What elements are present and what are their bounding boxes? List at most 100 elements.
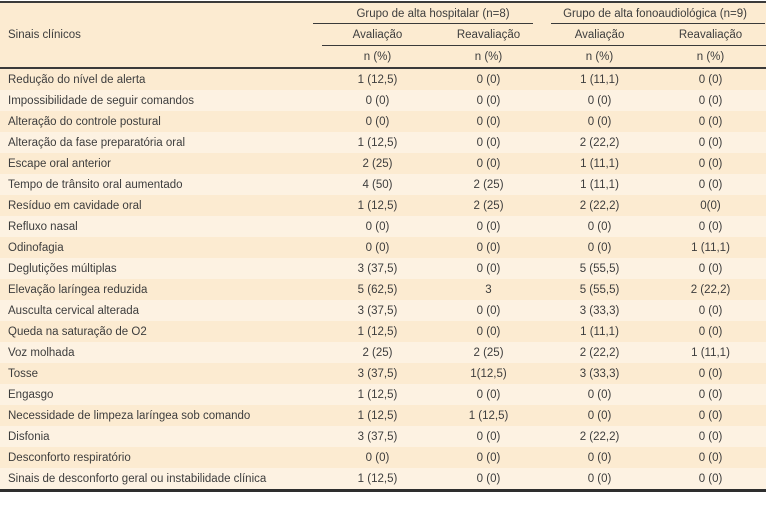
table-row: Queda na saturação de O2 1 (12,5) 0 (0) … — [0, 321, 766, 342]
table-row: Resíduo em cavidade oral 1 (12,5) 2 (25)… — [0, 195, 766, 216]
clinical-sign-label: Disfonia — [0, 426, 322, 447]
value-avaliacao-hospitalar: 1 (12,5) — [322, 132, 433, 153]
value-reavaliacao-fono: 0 (0) — [655, 111, 766, 132]
value-avaliacao-fono: 5 (55,5) — [544, 279, 656, 300]
unit-row: n (%) n (%) n (%) n (%) — [0, 45, 766, 69]
unit-label: n (%) — [322, 45, 433, 69]
table-row: Ausculta cervical alterada 3 (37,5) 0 (0… — [0, 300, 766, 321]
clinical-sign-label: Odinofagia — [0, 237, 322, 258]
value-reavaliacao-hospitalar: 0 (0) — [433, 447, 545, 468]
clinical-sign-label: Ausculta cervical alterada — [0, 300, 322, 321]
value-avaliacao-fono: 2 (22,2) — [544, 426, 656, 447]
value-avaliacao-fono: 1 (11,1) — [544, 321, 656, 342]
table-row: Tosse 3 (37,5) 1(12,5) 3 (33,3) 0 (0) — [0, 363, 766, 384]
value-avaliacao-fono: 0 (0) — [544, 405, 656, 426]
value-reavaliacao-hospitalar: 0 (0) — [433, 468, 545, 492]
value-reavaliacao-hospitalar: 3 — [433, 279, 545, 300]
value-avaliacao-fono: 0 (0) — [544, 237, 656, 258]
value-avaliacao-hospitalar: 3 (37,5) — [322, 363, 433, 384]
table-row: Disfonia 3 (37,5) 0 (0) 2 (22,2) 0 (0) — [0, 426, 766, 447]
clinical-sign-label: Deglutições múltiplas — [0, 258, 322, 279]
table-row: Impossibilidade de seguir comandos 0 (0)… — [0, 90, 766, 111]
value-reavaliacao-hospitalar: 0 (0) — [433, 90, 545, 111]
value-reavaliacao-hospitalar: 0 (0) — [433, 153, 545, 174]
value-avaliacao-hospitalar: 3 (37,5) — [322, 258, 433, 279]
value-reavaliacao-fono: 0 (0) — [655, 426, 766, 447]
value-avaliacao-hospitalar: 1 (12,5) — [322, 195, 433, 216]
unit-label: n (%) — [544, 45, 656, 69]
value-reavaliacao-fono: 0 (0) — [655, 174, 766, 195]
value-reavaliacao-fono: 0 (0) — [655, 321, 766, 342]
value-reavaliacao-hospitalar: 0 (0) — [433, 300, 545, 321]
value-avaliacao-hospitalar: 2 (25) — [322, 342, 433, 363]
value-avaliacao-hospitalar: 0 (0) — [322, 111, 433, 132]
value-avaliacao-fono: 0 (0) — [544, 447, 656, 468]
subheader-avaliacao-fono: Avaliação — [544, 24, 656, 46]
value-avaliacao-fono: 0 (0) — [544, 384, 656, 405]
value-avaliacao-fono: 1 (11,1) — [544, 153, 656, 174]
value-avaliacao-fono: 1 (11,1) — [544, 174, 656, 195]
table-row: Deglutições múltiplas 3 (37,5) 0 (0) 5 (… — [0, 258, 766, 279]
value-reavaliacao-hospitalar: 0 (0) — [433, 111, 545, 132]
value-reavaliacao-hospitalar: 0 (0) — [433, 216, 545, 237]
clinical-sign-label: Redução do nível de alerta — [0, 68, 322, 90]
subheader-row: Avaliação Reavaliação Avaliação Reavalia… — [0, 24, 766, 46]
value-avaliacao-fono: 2 (22,2) — [544, 132, 656, 153]
value-reavaliacao-fono: 0 (0) — [655, 258, 766, 279]
value-avaliacao-fono: 3 (33,3) — [544, 363, 656, 384]
value-reavaliacao-fono: 0(0) — [655, 195, 766, 216]
clinical-sign-label: Queda na saturação de O2 — [0, 321, 322, 342]
value-avaliacao-fono: 0 (0) — [544, 216, 656, 237]
value-reavaliacao-hospitalar: 0 (0) — [433, 258, 545, 279]
value-avaliacao-hospitalar: 0 (0) — [322, 90, 433, 111]
clinical-sign-label: Engasgo — [0, 384, 322, 405]
unit-label: n (%) — [433, 45, 545, 69]
value-reavaliacao-fono: 0 (0) — [655, 468, 766, 492]
value-reavaliacao-fono: 1 (11,1) — [655, 237, 766, 258]
value-reavaliacao-fono: 0 (0) — [655, 363, 766, 384]
value-reavaliacao-hospitalar: 1 (12,5) — [433, 405, 545, 426]
group-header-hospitalar: Grupo de alta hospitalar (n=8) — [312, 1, 545, 25]
value-reavaliacao-fono: 0 (0) — [655, 384, 766, 405]
value-avaliacao-hospitalar: 4 (50) — [322, 174, 433, 195]
value-avaliacao-fono: 0 (0) — [544, 90, 656, 111]
clinical-sign-label: Alteração da fase preparatória oral — [0, 132, 322, 153]
clinical-sign-label: Alteração do controle postural — [0, 111, 322, 132]
table-row: Alteração da fase preparatória oral 1 (1… — [0, 132, 766, 153]
value-reavaliacao-hospitalar: 2 (25) — [433, 174, 545, 195]
value-reavaliacao-fono: 0 (0) — [655, 132, 766, 153]
subheader-avaliacao-hospitalar: Avaliação — [322, 24, 433, 46]
value-avaliacao-fono: 1 (11,1) — [544, 68, 656, 90]
table-body: Redução do nível de alerta 1 (12,5) 0 (0… — [0, 68, 766, 492]
value-reavaliacao-hospitalar: 0 (0) — [433, 68, 545, 90]
table-row: Elevação laríngea reduzida 5 (62,5) 3 5 … — [0, 279, 766, 300]
table-row: Alteração do controle postural 0 (0) 0 (… — [0, 111, 766, 132]
clinical-sign-label: Sinais de desconforto geral ou instabili… — [0, 468, 322, 492]
value-avaliacao-fono: 3 (33,3) — [544, 300, 656, 321]
value-reavaliacao-hospitalar: 0 (0) — [433, 132, 545, 153]
value-avaliacao-hospitalar: 2 (25) — [322, 153, 433, 174]
row-header-label: Sinais clínicos — [0, 1, 322, 69]
value-avaliacao-hospitalar: 1 (12,5) — [322, 68, 433, 90]
value-avaliacao-fono: 2 (22,2) — [544, 195, 656, 216]
clinical-signs-table: Sinais clínicos Grupo de alta hospitalar… — [0, 1, 766, 492]
value-reavaliacao-fono: 0 (0) — [655, 405, 766, 426]
value-reavaliacao-fono: 0 (0) — [655, 447, 766, 468]
value-avaliacao-fono: 0 (0) — [544, 111, 656, 132]
value-avaliacao-hospitalar: 0 (0) — [322, 447, 433, 468]
value-reavaliacao-fono: 1 (11,1) — [655, 342, 766, 363]
table-header: Sinais clínicos Grupo de alta hospitalar… — [0, 1, 766, 69]
clinical-sign-label: Tempo de trânsito oral aumentado — [0, 174, 322, 195]
table-row: Sinais de desconforto geral ou instabili… — [0, 468, 766, 492]
value-avaliacao-fono: 0 (0) — [544, 468, 656, 492]
value-reavaliacao-hospitalar: 0 (0) — [433, 237, 545, 258]
subheader-reavaliacao-hospitalar: Reavaliação — [433, 24, 545, 46]
value-reavaliacao-fono: 0 (0) — [655, 90, 766, 111]
table-row: Engasgo 1 (12,5) 0 (0) 0 (0) 0 (0) — [0, 384, 766, 405]
clinical-sign-label: Desconforto respiratório — [0, 447, 322, 468]
clinical-sign-label: Escape oral anterior — [0, 153, 322, 174]
unit-label: n (%) — [655, 45, 766, 69]
table-row: Voz molhada 2 (25) 2 (25) 2 (22,2) 1 (11… — [0, 342, 766, 363]
value-avaliacao-hospitalar: 3 (37,5) — [322, 300, 433, 321]
